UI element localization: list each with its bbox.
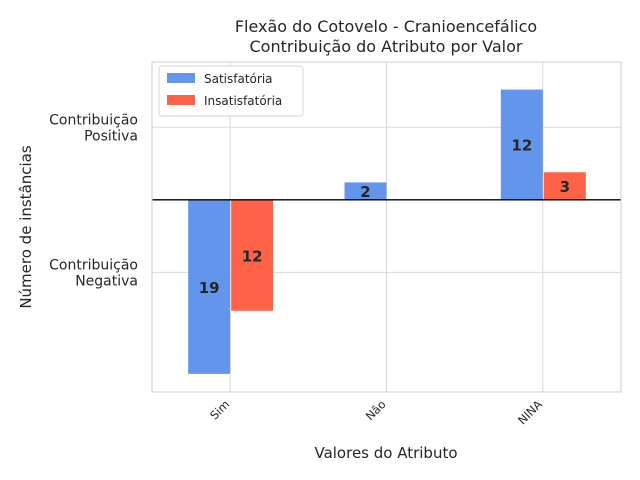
legend-label-satisfatoria: Satisfatória [204, 72, 273, 86]
legend-swatch-satisfatoria [167, 73, 195, 83]
bar [344, 182, 387, 200]
legend-swatch-insatisfatoria [167, 95, 195, 105]
bars [188, 89, 586, 374]
bar-value-label: 12 [242, 247, 263, 265]
x-axis-label: Valores do Atributo [314, 444, 457, 462]
y-tick-label: Contribuição Negativa [49, 257, 138, 289]
bar [543, 172, 586, 200]
x-ticks: Sim Não NINA [207, 397, 545, 427]
bar [500, 89, 543, 200]
chart-title-line-1: Flexão do Cotovelo - Cranioencefálico [235, 17, 537, 36]
legend: Satisfatória Insatisfatória [158, 65, 304, 117]
x-tick-label: Sim [207, 397, 232, 422]
chart-title-line-2: Contribuição do Atributo por Valor [250, 37, 523, 56]
bar-labels: 19 2 12 12 3 [199, 137, 570, 297]
bar-value-label: 19 [199, 279, 220, 297]
x-tick-label: Não [363, 397, 389, 423]
legend-label-insatisfatoria: Insatisfatória [204, 94, 282, 108]
y-axis-label: Número de instâncias [17, 145, 35, 309]
y-ticks: Contribuição Positiva Contribuição Negativa [49, 112, 138, 289]
bar-value-label: 12 [511, 137, 532, 155]
bar [188, 199, 231, 374]
bar [231, 199, 274, 311]
plot-frame [151, 61, 622, 393]
bar-value-label: 3 [560, 178, 570, 196]
x-tick-label: NINA [515, 397, 545, 427]
y-tick-label: Contribuição Positiva [49, 112, 138, 144]
bar-value-label: 2 [360, 183, 370, 201]
